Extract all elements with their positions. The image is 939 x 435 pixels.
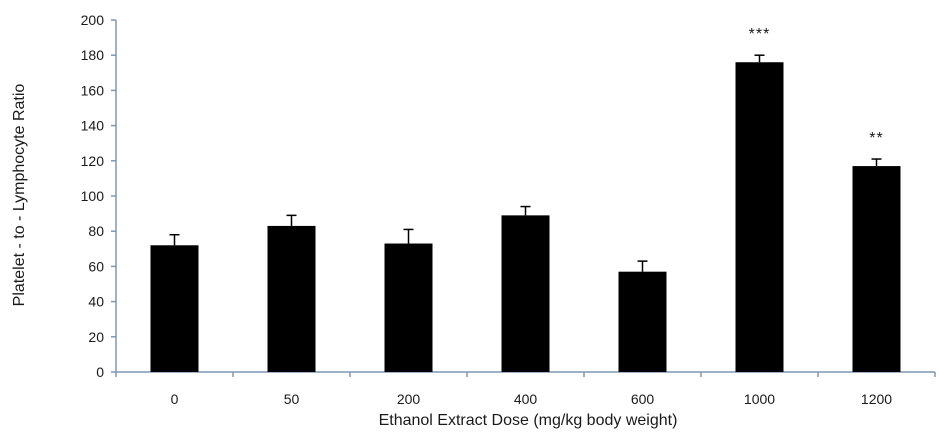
y-tick-label: 120 xyxy=(81,153,105,169)
x-axis: 0 50 200 400 600 1000 1200 xyxy=(115,371,936,407)
y-axis: 0 20 40 60 80 100 120 140 160 180 200 xyxy=(81,12,117,380)
bar xyxy=(150,245,199,372)
error-bars xyxy=(169,54,882,272)
y-tick-label: 20 xyxy=(88,329,104,345)
y-tick-label: 200 xyxy=(81,12,105,28)
y-tick-label: 40 xyxy=(88,294,104,310)
bar xyxy=(852,166,901,372)
y-tick-label: 80 xyxy=(88,223,104,239)
x-tick-label: 600 xyxy=(631,391,655,407)
y-axis-title: Platelet - to - Lymphocyte Ratio xyxy=(11,84,28,307)
significance-label: *** xyxy=(749,26,771,43)
y-tick-label: 0 xyxy=(96,364,104,380)
bar xyxy=(501,215,550,372)
y-tick-label: 180 xyxy=(81,47,105,63)
bar xyxy=(267,225,316,372)
y-tick-label: 160 xyxy=(81,82,105,98)
bar xyxy=(735,62,784,373)
x-axis-title: Ethanol Extract Dose (mg/kg body weight) xyxy=(379,412,678,429)
x-tick-label: 1000 xyxy=(744,391,775,407)
y-tick-label: 60 xyxy=(88,258,104,274)
x-tick-label: 0 xyxy=(171,391,179,407)
bar xyxy=(618,271,667,372)
y-tick-label: 100 xyxy=(81,188,105,204)
x-tick-label: 50 xyxy=(284,391,300,407)
significance-annotations: ***** xyxy=(749,26,883,147)
x-tick-label: 200 xyxy=(397,391,421,407)
y-tick-label: 140 xyxy=(81,118,105,134)
x-tick-label: 400 xyxy=(514,391,538,407)
bars xyxy=(150,62,901,373)
significance-label: ** xyxy=(869,130,883,147)
x-tick-label: 1200 xyxy=(861,391,892,407)
bar xyxy=(384,243,433,372)
